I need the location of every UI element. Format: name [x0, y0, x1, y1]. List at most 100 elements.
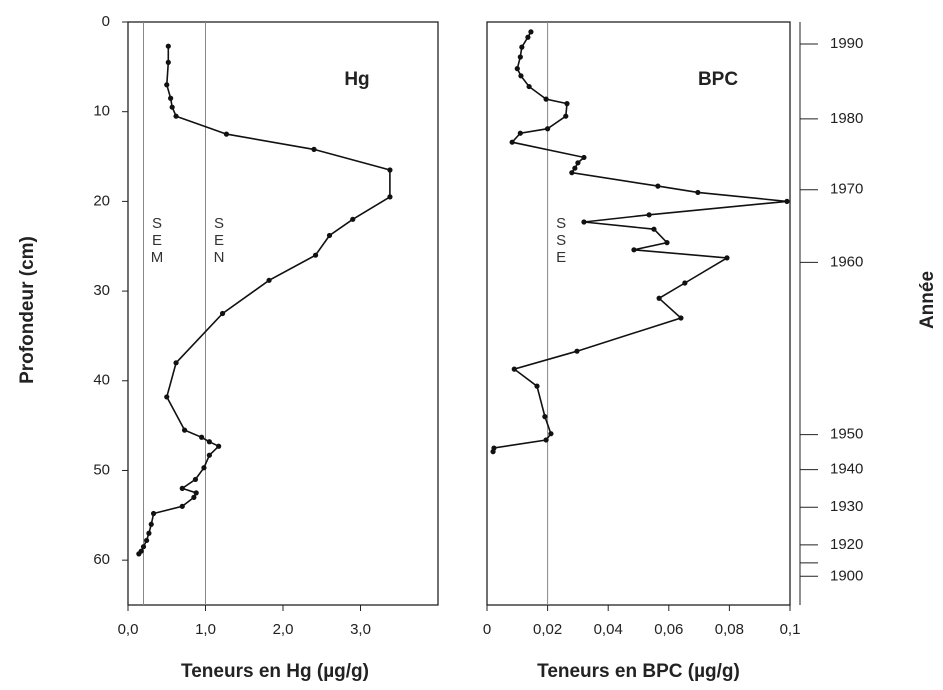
- data-point: [149, 522, 154, 527]
- data-point: [180, 504, 185, 509]
- data-point: [525, 35, 530, 40]
- data-point: [543, 437, 548, 442]
- data-point: [146, 531, 151, 536]
- data-point: [266, 278, 271, 283]
- data-point: [182, 428, 187, 433]
- y2-tick-label: 1970: [830, 181, 863, 198]
- data-point: [518, 54, 523, 59]
- y2-tick-label: 1940: [830, 461, 863, 478]
- y-tick-label: 60: [93, 551, 110, 568]
- data-point: [724, 255, 729, 260]
- x-tick-label: 2,0: [273, 621, 294, 638]
- data-point: [136, 551, 141, 556]
- x-tick-label: 0,04: [594, 621, 623, 638]
- data-point: [534, 384, 539, 389]
- data-point: [543, 97, 548, 102]
- data-point: [657, 296, 662, 301]
- data-point: [387, 167, 392, 172]
- y2-tick-label: 1900: [830, 567, 863, 584]
- data-point: [545, 126, 550, 131]
- data-point: [173, 114, 178, 119]
- y-tick-label: 10: [93, 103, 110, 120]
- data-point: [548, 431, 553, 436]
- y2-tick-label: 1950: [830, 426, 863, 443]
- data-point: [191, 495, 196, 500]
- data-point: [173, 360, 178, 365]
- x-tick-label: 3,0: [350, 621, 371, 638]
- x-axis-label: Teneurs en Hg (µg/g): [181, 661, 369, 682]
- panel-title: BPC: [698, 69, 738, 90]
- y2-tick-label: 1990: [830, 35, 863, 52]
- data-point: [490, 449, 495, 454]
- data-point: [170, 105, 175, 110]
- y-tick-label: 0: [102, 13, 110, 30]
- data-point: [512, 367, 517, 372]
- data-point: [528, 29, 533, 34]
- y-tick-label: 30: [93, 282, 110, 299]
- data-point: [141, 544, 146, 549]
- y2-tick-label: 1920: [830, 536, 863, 553]
- profile-line: [139, 46, 390, 554]
- chart: SEMSEN0,01,02,03,00102030405060HgTeneurs…: [0, 0, 943, 690]
- data-point: [527, 84, 532, 89]
- data-point: [510, 140, 515, 145]
- data-point: [542, 414, 547, 419]
- data-point: [164, 82, 169, 87]
- data-point: [220, 311, 225, 316]
- data-point: [168, 96, 173, 101]
- data-point: [313, 253, 318, 258]
- data-point: [207, 453, 212, 458]
- data-point: [387, 194, 392, 199]
- data-point: [515, 66, 520, 71]
- data-point: [144, 538, 149, 543]
- data-point: [199, 435, 204, 440]
- data-point: [664, 240, 669, 245]
- data-point: [631, 247, 636, 252]
- data-point: [166, 44, 171, 49]
- data-point: [564, 101, 569, 106]
- data-point: [581, 155, 586, 160]
- data-point: [575, 160, 580, 165]
- x-tick-label: 0,1: [780, 621, 801, 638]
- x-tick-label: 0: [483, 621, 491, 638]
- data-point: [350, 217, 355, 222]
- data-point: [784, 199, 789, 204]
- data-point: [193, 477, 198, 482]
- reference-label: SEN: [211, 215, 228, 266]
- data-point: [518, 131, 523, 136]
- data-point: [207, 439, 212, 444]
- plot-frame: [487, 22, 790, 605]
- y2-tick-label: 1960: [830, 253, 863, 270]
- y-tick-label: 20: [93, 192, 110, 209]
- x-tick-label: 0,08: [715, 621, 744, 638]
- plot-frame: [128, 22, 438, 605]
- x-axis-label: Teneurs en BPC (µg/g): [537, 661, 740, 682]
- y-axis-label: Profondeur (cm): [17, 236, 38, 384]
- data-point: [519, 45, 524, 50]
- y2-axis-label: Année: [917, 271, 938, 329]
- data-point: [180, 486, 185, 491]
- data-point: [678, 315, 683, 320]
- data-point: [164, 394, 169, 399]
- data-point: [151, 511, 156, 516]
- data-point: [563, 114, 568, 119]
- data-point: [569, 170, 574, 175]
- x-tick-label: 0,0: [118, 621, 139, 638]
- data-point: [201, 465, 206, 470]
- data-point: [327, 233, 332, 238]
- x-tick-label: 1,0: [195, 621, 216, 638]
- data-point: [651, 227, 656, 232]
- data-point: [574, 349, 579, 354]
- data-point: [194, 490, 199, 495]
- data-point: [655, 184, 660, 189]
- data-point: [682, 280, 687, 285]
- y2-tick-label: 1980: [830, 110, 863, 127]
- y2-tick-label: 1930: [830, 498, 863, 515]
- y-tick-label: 40: [93, 372, 110, 389]
- x-tick-label: 0,06: [654, 621, 683, 638]
- data-point: [695, 190, 700, 195]
- data-point: [647, 212, 652, 217]
- y-tick-label: 50: [93, 461, 110, 478]
- data-point: [216, 444, 221, 449]
- data-point: [572, 166, 577, 171]
